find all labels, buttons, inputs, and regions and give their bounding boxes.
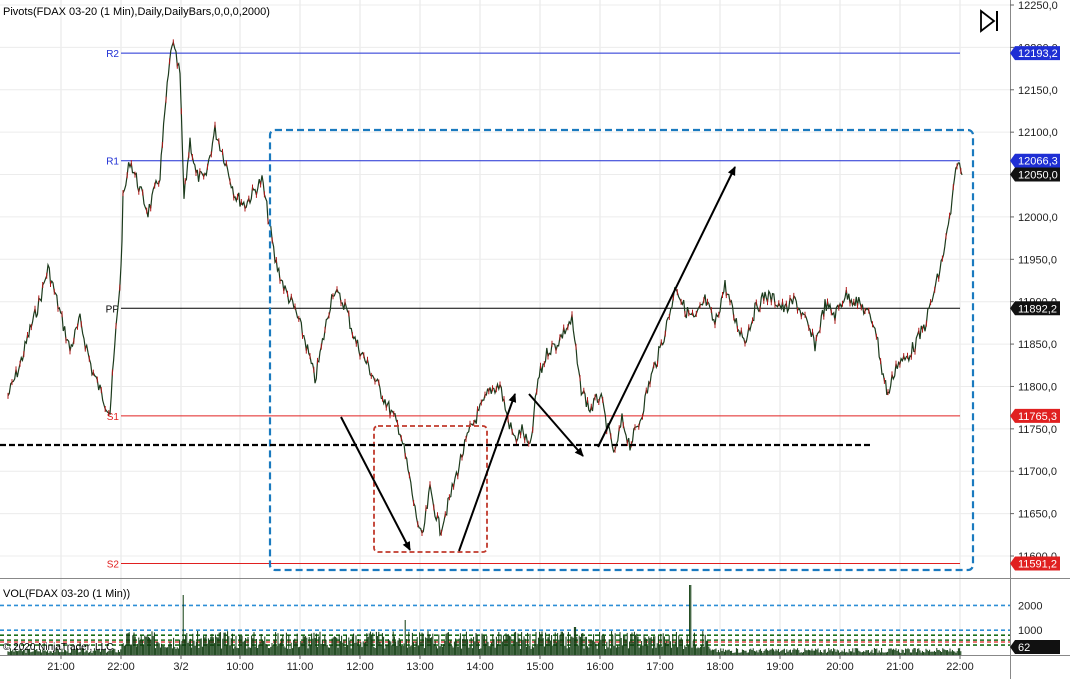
xtick-label-15: 22:00	[946, 661, 974, 673]
copyright: © 2020 NinjaTrader, LLC	[3, 642, 113, 653]
volume-bars: 2000 1000	[0, 585, 1042, 655]
xtick-label-10: 17:00	[646, 661, 674, 673]
drawn-annotations[interactable]	[0, 128, 975, 572]
xtick-label-14: 21:00	[886, 661, 914, 673]
arrow-up-1[interactable]	[458, 393, 517, 552]
volume-title: VOL(FDAX 03-20 (1 Min))	[3, 588, 130, 600]
badge-last-price-text: 12050,0	[1018, 170, 1058, 182]
xtick-label-8: 15:00	[526, 661, 554, 673]
ytick-label-11: 11700,0	[1018, 466, 1057, 478]
badge-r1: 12066,3	[1010, 153, 1060, 168]
xtick-label-0: 21:00	[47, 661, 75, 673]
skip-forward-icon[interactable]	[978, 9, 1002, 33]
price-candles-down	[7, 39, 962, 536]
badge-r2: 12193,2	[1010, 46, 1060, 61]
badge-last-price: 12050,0	[1010, 167, 1060, 182]
arrow-up-2[interactable]	[597, 166, 736, 448]
badge-pp: 11892,2	[1010, 301, 1060, 316]
ytick-label-3: 12100,0	[1018, 127, 1058, 139]
level-name-s2: S2	[107, 559, 120, 570]
price-series	[7, 39, 963, 537]
blue-dashed-box[interactable]	[268, 128, 975, 572]
xtick-label-5: 12:00	[346, 661, 374, 673]
xtick-label-3: 10:00	[226, 661, 254, 673]
ytick-label-0: 12250,0	[1018, 0, 1058, 12]
chart-title: Pivots(FDAX 03-20 (1 Min),Daily,DailyBar…	[3, 6, 270, 18]
xtick-label-4: 11:00	[287, 661, 314, 673]
arrow-down-1[interactable]	[340, 416, 411, 551]
ytick-label-9: 11800,0	[1018, 381, 1057, 393]
badge-r1-text: 12066,3	[1018, 156, 1058, 168]
badge-s2-text: 11591,2	[1018, 558, 1057, 570]
xtick-label-7: 14:00	[466, 661, 494, 673]
ytick-label-10: 11750,0	[1018, 424, 1057, 436]
badge-s2: 11591,2	[1010, 556, 1060, 571]
vol-ytick-label-1: 1000	[1018, 625, 1042, 637]
xtick-label-9: 16:00	[586, 661, 614, 673]
grid	[0, 0, 1010, 655]
badge-s1-text: 11765,3	[1018, 411, 1057, 423]
badge-s1: 11765,3	[1010, 408, 1060, 423]
badge-volume-text: 62	[1018, 642, 1030, 654]
ytick-label-6: 11950,0	[1018, 254, 1057, 266]
level-name-r1: R1	[106, 157, 119, 168]
ytick-label-2: 12150,0	[1018, 85, 1058, 97]
xtick-label-13: 20:00	[826, 661, 854, 673]
badge-r2-text: 12193,2	[1018, 48, 1058, 60]
xtick-label-6: 13:00	[406, 661, 434, 673]
badge-volume: 62	[1010, 640, 1060, 654]
level-name-r2: R2	[106, 49, 119, 60]
vol-ytick-label-0: 2000	[1018, 600, 1042, 612]
y-axis: 12250,012200,012150,012100,012050,012000…	[1010, 0, 1058, 563]
xtick-label-12: 19:00	[766, 661, 794, 673]
ytick-label-8: 11850,0	[1018, 339, 1057, 351]
pivot-levels: R2 R1 PP S1 S2	[106, 49, 960, 570]
arrow-down-2[interactable]	[528, 393, 584, 457]
red-dashed-box[interactable]	[373, 425, 488, 553]
xtick-label-2: 3/2	[173, 661, 188, 673]
price-panel	[0, 0, 1010, 578]
price-badges: 12193,2 12066,3 11892,2 11765,3 11591,2 12050…	[1010, 46, 1060, 654]
badge-pp-text: 11892,2	[1018, 303, 1057, 315]
xtick-label-11: 18:00	[706, 661, 734, 673]
level-name-s1: S1	[107, 412, 120, 423]
x-axis: 21:00 22:00 3/2 10:00 11:00 12:00 13:00 14:00 15…	[47, 655, 974, 673]
level-name-pp: PP	[106, 304, 120, 315]
xtick-label-1: 22:00	[107, 661, 135, 673]
ytick-label-5: 12000,0	[1018, 212, 1058, 224]
ytick-label-12: 11650,0	[1018, 509, 1057, 521]
